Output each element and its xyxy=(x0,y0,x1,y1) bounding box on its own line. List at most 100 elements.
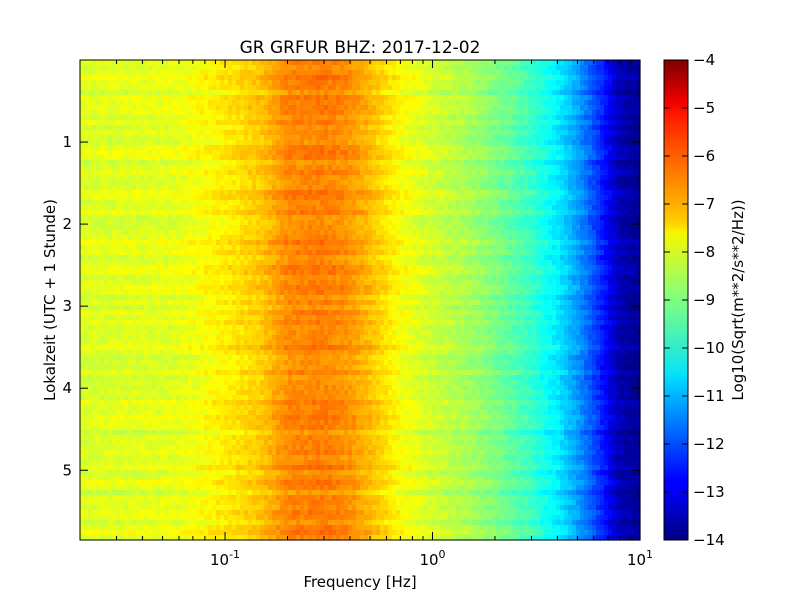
heatmap-cell xyxy=(160,275,165,281)
heatmap-cell xyxy=(168,185,173,191)
heatmap-cell xyxy=(84,520,89,526)
heatmap-cell xyxy=(192,285,197,291)
heatmap-cell xyxy=(168,225,173,231)
heatmap-cell xyxy=(272,525,277,531)
heatmap-cell xyxy=(84,365,89,371)
heatmap-cell xyxy=(172,405,177,411)
heatmap-cell xyxy=(92,325,97,331)
heatmap-cell xyxy=(244,140,249,146)
heatmap-cell xyxy=(232,170,237,176)
heatmap-cell xyxy=(164,265,169,271)
heatmap-cell xyxy=(220,205,225,211)
heatmap-cell xyxy=(116,470,121,476)
heatmap-cell xyxy=(140,280,145,286)
heatmap-cell xyxy=(144,465,149,471)
heatmap-cell xyxy=(92,445,97,451)
heatmap-cell xyxy=(108,215,113,221)
heatmap-cell xyxy=(280,365,285,371)
heatmap-cell xyxy=(124,425,129,431)
heatmap-cell xyxy=(184,520,189,526)
heatmap-cell xyxy=(84,190,89,196)
heatmap-cell xyxy=(244,220,249,226)
heatmap-cell xyxy=(232,465,237,471)
heatmap-cell xyxy=(232,480,237,486)
heatmap-cell xyxy=(204,220,209,226)
heatmap-cell xyxy=(104,410,109,416)
heatmap-cell xyxy=(184,80,189,86)
heatmap-cell xyxy=(136,495,141,501)
heatmap-cell xyxy=(272,380,277,386)
heatmap-cell xyxy=(216,160,221,166)
heatmap-cell xyxy=(220,530,225,536)
heatmap-cell xyxy=(88,400,93,406)
heatmap-cell xyxy=(100,320,105,326)
heatmap-cell xyxy=(256,180,261,186)
heatmap-cell xyxy=(268,445,273,451)
heatmap-cell xyxy=(284,125,289,131)
heatmap-cell xyxy=(136,490,141,496)
heatmap-cell xyxy=(196,190,201,196)
heatmap-cell xyxy=(156,180,161,186)
heatmap-cell xyxy=(180,270,185,276)
heatmap-cell xyxy=(268,205,273,211)
heatmap-cell xyxy=(232,295,237,301)
heatmap-cell xyxy=(268,305,273,311)
heatmap-cell xyxy=(176,305,181,311)
heatmap-cell xyxy=(204,515,209,521)
heatmap-cell xyxy=(180,360,185,366)
heatmap-cell xyxy=(256,225,261,231)
heatmap-cell xyxy=(268,85,273,91)
heatmap-cell xyxy=(260,120,265,126)
heatmap-cell xyxy=(272,505,277,511)
heatmap-cell xyxy=(268,270,273,276)
heatmap-cell xyxy=(188,275,193,281)
heatmap-cell xyxy=(268,110,273,116)
heatmap-cell xyxy=(236,195,241,201)
heatmap-cell xyxy=(108,475,113,481)
heatmap-cell xyxy=(196,105,201,111)
heatmap-cell xyxy=(228,205,233,211)
heatmap-cell xyxy=(156,205,161,211)
heatmap-cell xyxy=(104,475,109,481)
heatmap-cell xyxy=(140,75,145,81)
heatmap-cell xyxy=(136,140,141,146)
heatmap-cell xyxy=(140,120,145,126)
heatmap-cell xyxy=(156,250,161,256)
heatmap-cell xyxy=(100,185,105,191)
heatmap-cell xyxy=(164,65,169,71)
heatmap-cell xyxy=(220,415,225,421)
heatmap-cell xyxy=(260,480,265,486)
heatmap-cell xyxy=(84,515,89,521)
heatmap-cell xyxy=(100,80,105,86)
heatmap-cell xyxy=(200,465,205,471)
heatmap-cell xyxy=(188,165,193,171)
heatmap-cell xyxy=(132,305,137,311)
heatmap-cell xyxy=(92,465,97,471)
heatmap-cell xyxy=(196,385,201,391)
heatmap-cell xyxy=(248,115,253,121)
heatmap-cell xyxy=(164,300,169,306)
heatmap-cell xyxy=(104,405,109,411)
heatmap-cell xyxy=(220,395,225,401)
heatmap-cell xyxy=(204,90,209,96)
heatmap-cell xyxy=(204,125,209,131)
heatmap-cell xyxy=(124,90,129,96)
heatmap-cell xyxy=(164,400,169,406)
heatmap-cell xyxy=(152,320,157,326)
heatmap-cell xyxy=(208,375,213,381)
heatmap-cell xyxy=(204,240,209,246)
heatmap-cell xyxy=(144,525,149,531)
heatmap-cell xyxy=(268,140,273,146)
heatmap-cell xyxy=(220,450,225,456)
heatmap-cell xyxy=(232,390,237,396)
heatmap-cell xyxy=(264,315,269,321)
heatmap-cell xyxy=(280,240,285,246)
heatmap-cell xyxy=(192,390,197,396)
heatmap-cell xyxy=(268,80,273,86)
heatmap-cell xyxy=(136,225,141,231)
heatmap-cell xyxy=(208,465,213,471)
heatmap-cell xyxy=(208,240,213,246)
heatmap-cell xyxy=(260,220,265,226)
heatmap-cell xyxy=(100,500,105,506)
heatmap-cell xyxy=(132,270,137,276)
